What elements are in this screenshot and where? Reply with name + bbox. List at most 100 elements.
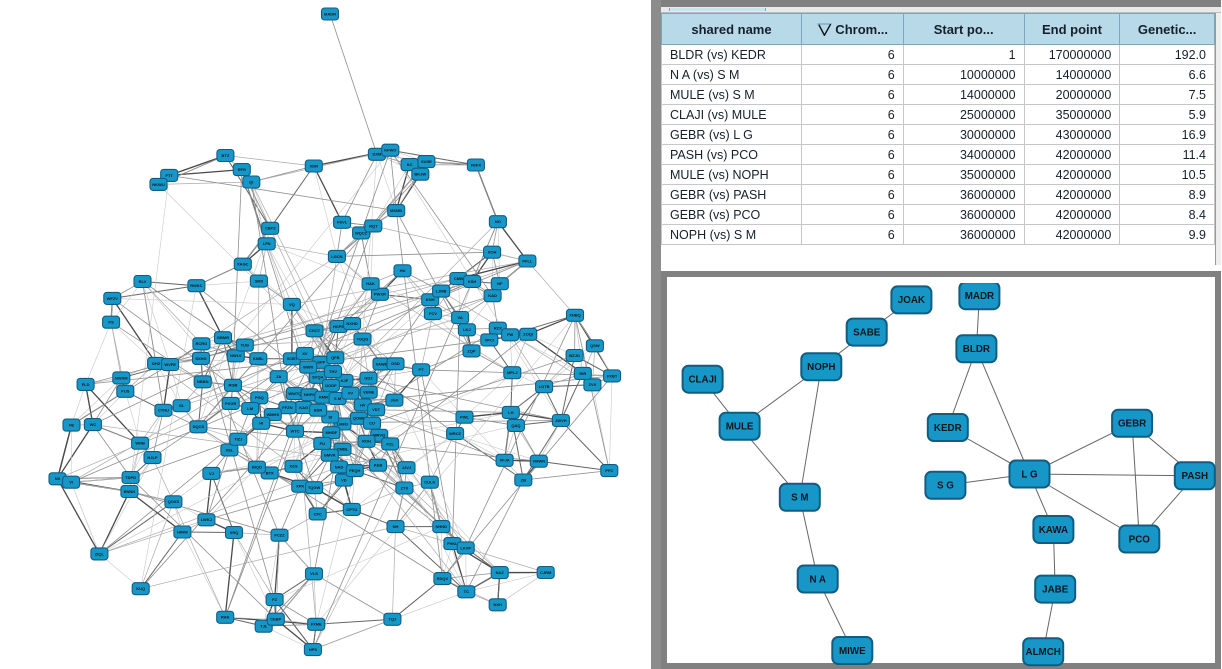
svg-text:VA: VA xyxy=(457,315,462,320)
svg-text:XV: XV xyxy=(302,351,308,356)
svg-text:WWX: WWX xyxy=(303,365,314,370)
svg-text:JGX: JGX xyxy=(390,398,398,403)
svg-text:NXH: NXH xyxy=(493,602,502,607)
svg-text:VPCI: VPCI xyxy=(485,337,494,342)
svg-text:KFWO: KFWO xyxy=(384,148,396,153)
svg-text:LH: LH xyxy=(508,410,513,415)
svg-text:XUXE: XUXE xyxy=(421,159,432,164)
svg-text:XPK: XPK xyxy=(296,484,304,489)
svg-text:VJ: VJ xyxy=(209,471,214,476)
svg-text:FHKL: FHKL xyxy=(447,541,458,546)
svg-text:LFN: LFN xyxy=(263,241,271,246)
svg-text:WFZV: WFZV xyxy=(107,296,119,301)
svg-text:FE: FE xyxy=(69,423,74,428)
svg-text:FCZZ: FCZZ xyxy=(274,533,285,538)
svg-text:RQT: RQT xyxy=(369,223,378,228)
svg-text:BKJW: BKJW xyxy=(414,172,426,177)
svg-text:CPTU: CPTU xyxy=(346,507,357,512)
svg-text:RCRG: RCRG xyxy=(196,341,208,346)
svg-text:HCPS: HCPS xyxy=(333,324,344,329)
svg-text:DODF: DODF xyxy=(325,383,337,388)
svg-text:NHND: NHND xyxy=(436,524,448,529)
svg-text:TQGW: TQGW xyxy=(308,485,321,490)
svg-text:VMWN: VMWN xyxy=(532,459,545,464)
svg-text:GDZ: GDZ xyxy=(364,376,373,381)
svg-text:NWXM: NWXM xyxy=(115,375,128,380)
svg-text:MULE: MULE xyxy=(726,422,754,433)
svg-text:CBPZ: CBPZ xyxy=(265,226,276,231)
svg-text:CFC: CFC xyxy=(314,511,322,516)
svg-text:WNB: WNB xyxy=(135,441,145,446)
svg-text:MXMD: MXMD xyxy=(390,208,402,213)
svg-text:PASH: PASH xyxy=(1182,471,1209,482)
svg-text:FW: FW xyxy=(507,332,513,337)
svg-text:NBBN: NBBN xyxy=(197,379,209,384)
svg-text:NX: NX xyxy=(55,476,61,481)
svg-text:QFB: QFB xyxy=(331,355,340,360)
svg-text:ZVV: ZVV xyxy=(589,382,597,387)
svg-text:WRCZ: WRCZ xyxy=(449,431,462,436)
svg-text:KC: KC xyxy=(407,162,413,167)
svg-text:GHZ: GHZ xyxy=(152,361,161,366)
svg-text:S G: S G xyxy=(937,481,954,492)
svg-text:SI: SI xyxy=(328,414,332,419)
svg-text:BTZ: BTZ xyxy=(222,153,230,158)
svg-text:VLS: VLS xyxy=(310,571,318,576)
svg-text:BNNN: BNNN xyxy=(124,489,136,494)
svg-text:JOAK: JOAK xyxy=(898,295,925,306)
svg-text:XOH: XOH xyxy=(488,250,497,255)
svg-text:NO: NO xyxy=(495,219,501,224)
svg-text:RZX: RZX xyxy=(494,326,502,331)
svg-text:ZQP: ZQP xyxy=(467,348,476,353)
svg-text:MADR: MADR xyxy=(324,11,336,16)
svg-text:FXME: FXME xyxy=(311,622,322,627)
svg-text:S M: S M xyxy=(791,493,808,504)
svg-text:PUS: PUS xyxy=(121,389,130,394)
svg-text:FCV: FCV xyxy=(429,311,437,316)
svg-text:TGQG: TGQG xyxy=(357,337,369,342)
svg-text:FLD: FLD xyxy=(82,382,90,387)
svg-text:HU: HU xyxy=(400,268,406,273)
svg-text:ZB: ZB xyxy=(521,477,526,482)
svg-text:MPLJ: MPLJ xyxy=(507,370,518,375)
svg-text:PWL: PWL xyxy=(460,415,469,420)
svg-text:SMX: SMX xyxy=(255,279,264,284)
svg-text:L G: L G xyxy=(1021,469,1038,480)
svg-text:PZL: PZL xyxy=(386,441,394,446)
svg-text:XFJA: XFJA xyxy=(499,458,509,463)
svg-text:GBMR: GBMR xyxy=(217,335,229,340)
svg-text:FSVL: FSVL xyxy=(337,220,348,225)
svg-text:HPS: HPS xyxy=(309,647,318,652)
svg-text:TJL: TJL xyxy=(260,624,268,629)
svg-text:SABE: SABE xyxy=(853,327,881,338)
svg-text:NF: NF xyxy=(497,281,503,286)
svg-text:XRQ: XRQ xyxy=(230,530,239,535)
svg-text:GL: GL xyxy=(179,403,185,408)
svg-text:FFZN: FFZN xyxy=(282,405,292,410)
svg-text:VQ: VQ xyxy=(289,302,295,307)
svg-text:RWKC: RWKC xyxy=(190,283,202,288)
svg-text:PFC: PFC xyxy=(605,468,613,473)
svg-text:ALMCH: ALMCH xyxy=(1026,647,1061,658)
svg-text:BLDR: BLDR xyxy=(963,344,990,355)
svg-text:RLV: RLV xyxy=(139,279,147,284)
svg-text:MADR: MADR xyxy=(965,291,994,302)
svg-text:LJMB: LJMB xyxy=(436,289,447,294)
svg-text:SPP: SPP xyxy=(317,360,325,365)
svg-text:LOTB: LOTB xyxy=(539,384,550,389)
svg-text:SVQA: SVQA xyxy=(312,375,323,380)
svg-text:S M: S M xyxy=(334,396,342,401)
svg-text:BTX: BTX xyxy=(266,470,274,475)
svg-text:DXM: DXM xyxy=(372,152,382,157)
svg-text:NWLV: NWLV xyxy=(230,353,242,358)
svg-text:CTNU: CTNU xyxy=(158,408,169,413)
svg-text:RFG: RFG xyxy=(238,167,246,172)
svg-text:WMHS: WMHS xyxy=(266,412,279,417)
svg-text:XNBQ: XNBQ xyxy=(569,313,581,318)
svg-text:SXHG: SXHG xyxy=(195,356,206,361)
svg-text:PGQ: PGQ xyxy=(255,395,264,400)
svg-text:FZ: FZ xyxy=(272,597,277,602)
svg-text:PCO: PCO xyxy=(1129,534,1151,545)
svg-text:LM: LM xyxy=(247,406,253,411)
svg-text:VI: VI xyxy=(69,480,73,485)
